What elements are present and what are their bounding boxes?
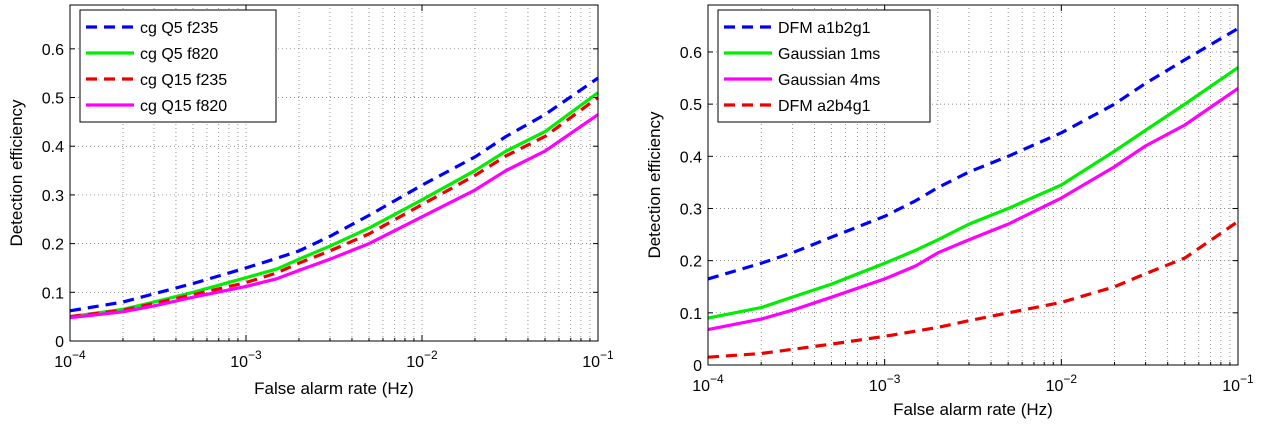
series-line-4 [707, 220, 1239, 359]
series-line-3 [69, 96, 599, 319]
x-tick-label: 10−2 [1046, 372, 1078, 395]
y-tick-label: 0.2 [42, 237, 64, 254]
legend-box [79, 9, 277, 123]
y-tick-label: 0.6 [42, 42, 64, 59]
left-chart: 0 0.1 0.2 0.3 0.4 0.5 0.6 10−4 10−3 10−2 10−1 cg Q… [7, 4, 614, 398]
series-line-2 [707, 66, 1239, 320]
y-tick-label: 0.6 [680, 45, 702, 62]
y-tick-label: 0.1 [42, 285, 64, 302]
x-tick-label: 10−4 [692, 372, 724, 395]
y-axis-label: Detection efficiency [7, 99, 26, 247]
right-chart-series [707, 27, 1239, 359]
x-tick-label: 10−1 [582, 348, 614, 371]
left-chart-axes-frame [69, 4, 599, 342]
x-tick-label: 10−4 [54, 348, 86, 371]
x-tick-label: 10−3 [869, 372, 901, 395]
legend-label-2: Gaussian 1ms [778, 46, 880, 63]
right-chart-ticks: 0 0.1 0.2 0.3 0.4 0.5 0.6 10−4 10−3 10−2 10−1 [680, 5, 1254, 395]
y-tick-label: 0.3 [680, 201, 702, 218]
y-tick-label: 0 [55, 334, 64, 351]
left-chart-legend: cg Q5 f235 cg Q5 f820 cg Q15 f235 cg Q15 f8… [79, 9, 277, 123]
legend-label-4: cg Q15 f820 [140, 98, 227, 115]
x-tick-label: 10−2 [406, 348, 438, 371]
y-tick-label: 0 [693, 358, 702, 375]
legend-label-3: Gaussian 4ms [778, 72, 880, 89]
y-tick-label: 0.1 [680, 306, 702, 323]
y-tick-label: 0.5 [42, 91, 64, 108]
y-tick-label: 0.4 [680, 149, 702, 166]
x-axis-label: False alarm rate (Hz) [254, 379, 414, 398]
series-line-3 [707, 87, 1239, 332]
right-chart-axes-frame [707, 4, 1239, 366]
series-line-4 [69, 113, 599, 320]
y-tick-label: 0.4 [42, 139, 64, 156]
left-chart-ticks: 0 0.1 0.2 0.3 0.4 0.5 0.6 10−4 10−3 10−2 10−1 [42, 5, 614, 371]
x-tick-label: 10−1 [1222, 372, 1254, 395]
legend-box [717, 9, 931, 123]
legend-label-4: DFM a2b4g1 [778, 98, 871, 115]
left-chart-series [69, 76, 599, 320]
series-line-1 [69, 76, 599, 313]
x-tick-label: 10−3 [230, 348, 262, 371]
y-tick-label: 0.2 [680, 254, 702, 271]
y-tick-label: 0.3 [42, 188, 64, 205]
legend-label-3: cg Q15 f235 [140, 72, 227, 89]
y-axis-label: Detection efficiency [645, 111, 664, 259]
right-chart-legend: DFM a1b2g1 Gaussian 1ms Gaussian 4ms DFM a2… [717, 9, 931, 123]
right-chart: 0 0.1 0.2 0.3 0.4 0.5 0.6 10−4 10−3 10−2 10−1 DFM … [645, 4, 1254, 419]
y-tick-label: 0.5 [680, 97, 702, 114]
legend-label-2: cg Q5 f820 [140, 46, 218, 63]
legend-label-1: cg Q5 f235 [140, 20, 218, 37]
legend-label-1: DFM a1b2g1 [778, 20, 871, 37]
x-axis-label: False alarm rate (Hz) [893, 400, 1053, 419]
series-line-1 [707, 27, 1239, 281]
